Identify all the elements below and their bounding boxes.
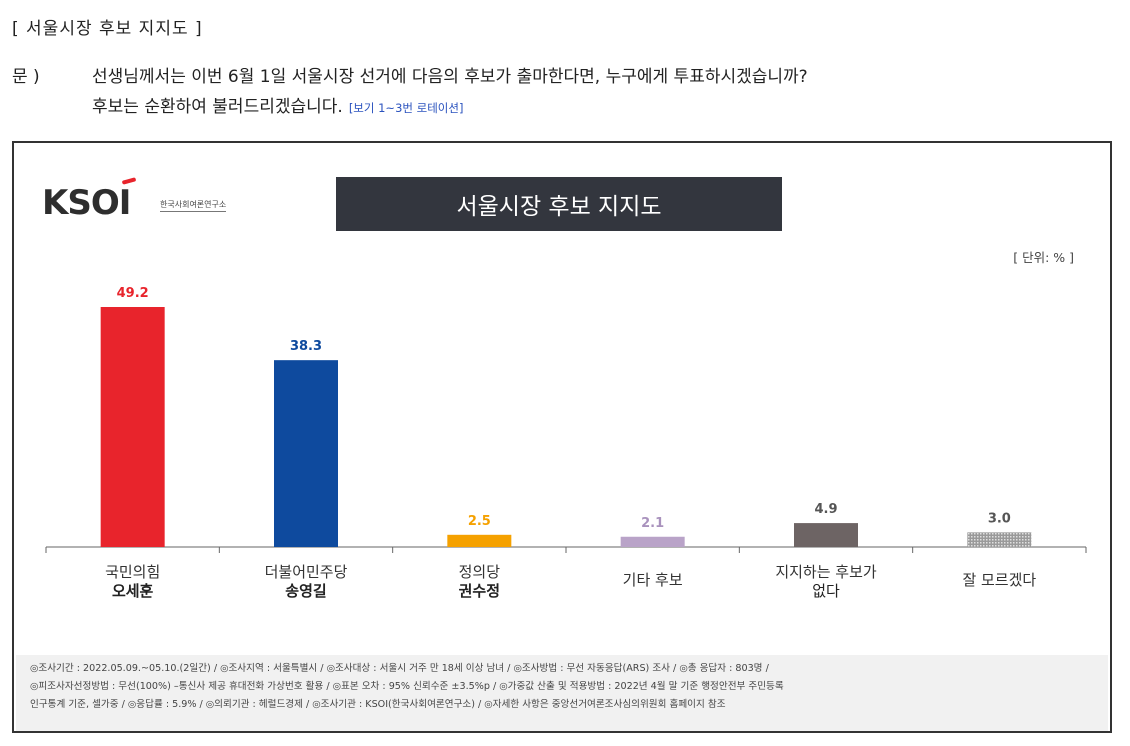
- question-text-line2: 후보는 순환하여 불러드리겠습니다. [보기 1~3번 로테이션]: [92, 92, 463, 117]
- logo-subtitle: 한국사회여론연구소: [160, 199, 227, 212]
- page-heading: [ 서울시장 후보 지지도 ]: [12, 19, 203, 39]
- footnote-line-3: 인구통계 기준, 셀가중 / ◎응답률 : 5.9% / ◎의뢰기관 : 헤럴드…: [30, 699, 726, 710]
- bar-0: [100, 307, 165, 547]
- category-label-2: 정의당: [459, 563, 501, 581]
- category-label-0: 국민의힘: [105, 563, 160, 581]
- question-text-line1: 선생님께서는 이번 6월 1일 서울시장 선거에 다음의 후보가 출마한다면, …: [92, 67, 808, 87]
- logo-text: KSOI: [42, 183, 131, 223]
- bar-4: [794, 523, 858, 547]
- category-label-5: 잘 모르겠다: [962, 571, 1036, 589]
- category-sublabel-0: 오세훈: [112, 582, 154, 600]
- chart-title: 서울시장 후보 지지도: [336, 177, 782, 231]
- survey-footnote: ◎조사기간 : 2022.05.09.~05.10.(2일간) / ◎조사지역 …: [16, 655, 1108, 731]
- bar-3: [620, 536, 685, 547]
- bar-2: [447, 534, 512, 547]
- data-label-5: 3.0: [988, 511, 1011, 526]
- data-label-1: 38.3: [290, 339, 322, 354]
- unit-label: [ 단위: % ]: [1013, 250, 1074, 265]
- category-label-1: 더불어민주당: [265, 563, 348, 581]
- data-label-0: 49.2: [117, 286, 149, 301]
- footnote-line-1: ◎조사기간 : 2022.05.09.~05.10.(2일간) / ◎조사지역 …: [30, 663, 769, 674]
- category-sublabel-2: 권수정: [459, 582, 500, 600]
- data-label-3: 2.1: [641, 516, 664, 531]
- bar-1: [274, 360, 338, 547]
- bar-5: [967, 532, 1032, 547]
- data-label-2: 2.5: [468, 514, 491, 529]
- ksoi-logo: KSOI 한국사회여론연구소: [42, 177, 227, 223]
- category-sublabel-1: 송영길: [285, 582, 326, 600]
- question-label: 문 ): [12, 67, 40, 87]
- category-label-4: 지지하는 후보가: [775, 563, 877, 581]
- category-label-3: 기타 후보: [623, 571, 683, 589]
- chart-panel: 49.2 국민의힘 오세훈 38.3 더불어민주당 송영길 2.5 정의당 권수정 2.1 기타 후…: [12, 141, 1112, 733]
- data-label-4: 4.9: [814, 502, 837, 517]
- rotation-note: [보기 1~3번 로테이션]: [348, 101, 464, 115]
- category-sublabel-4: 없다: [812, 582, 840, 600]
- question-text-line2-main: 후보는 순환하여 불러드리겠습니다.: [92, 97, 343, 117]
- footnote-line-2: ◎피조사자선정방법 : 무선(100%) –통신사 제공 휴대전화 가상번호 활…: [30, 681, 784, 692]
